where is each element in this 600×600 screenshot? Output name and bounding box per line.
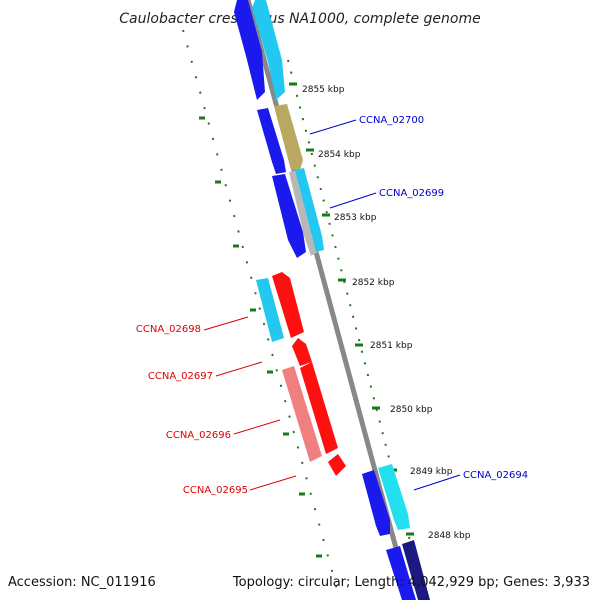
- cds-arrow-forward[interactable]: [386, 546, 416, 600]
- leader-CCNA_02695: [249, 475, 297, 491]
- tick-marks: [199, 82, 414, 558]
- gene-block-pink[interactable]: [282, 366, 322, 462]
- gene-label-CCNA_02697[interactable]: CCNA_02697: [148, 371, 213, 382]
- cds-arrow-reverse[interactable]: [292, 338, 312, 366]
- gene-block-light-blue[interactable]: [256, 278, 284, 342]
- cds-arrow-reverse[interactable]: [272, 272, 304, 338]
- gene-arrow-light-blue[interactable]: [252, 0, 285, 100]
- gene-block-gray[interactable]: [289, 170, 318, 256]
- leader-CCNA_02697: [215, 361, 263, 377]
- leader-CCNA_02699: [329, 192, 377, 209]
- gene-label-CCNA_02694[interactable]: CCNA_02694: [463, 470, 528, 481]
- cds-arrow-forward[interactable]: [257, 108, 286, 174]
- cds-arrow-forward[interactable]: [362, 470, 390, 536]
- leader-CCNA_02694: [413, 474, 461, 491]
- tick-label: 2849 kbp: [410, 467, 453, 477]
- cds-arrow-forward[interactable]: [234, 0, 265, 100]
- accession-text: Accession: NC_011916: [8, 575, 156, 590]
- gene-label-CCNA_02700[interactable]: CCNA_02700: [359, 115, 424, 126]
- tick-label: 2851 kbp: [370, 341, 413, 351]
- gene-leader-lines: [203, 119, 461, 491]
- map-title: Caulobacter crescentus NA1000, complete …: [119, 11, 480, 27]
- tick-label: 2855 kbp: [302, 85, 345, 95]
- cds-arrow-reverse[interactable]: [300, 362, 338, 454]
- forward-features: [234, 0, 430, 600]
- gene-arrow-light-blue[interactable]: [295, 168, 324, 252]
- leader-CCNA_02698: [203, 316, 249, 331]
- cds-arrow-reverse[interactable]: [328, 454, 346, 476]
- topology-text: Topology: circular; Length: 4,042,929 bp…: [232, 575, 590, 590]
- tick-label: 2848 kbp: [428, 531, 471, 541]
- tick-label: 2850 kbp: [390, 405, 433, 415]
- gene-arrow-cyan[interactable]: [378, 464, 410, 530]
- gene-block-olive[interactable]: [274, 104, 303, 170]
- cds-arrow-forward[interactable]: [272, 174, 306, 258]
- gene-label-CCNA_02696[interactable]: CCNA_02696: [166, 430, 231, 441]
- gene-label-CCNA_02695[interactable]: CCNA_02695: [183, 485, 248, 496]
- leader-CCNA_02696: [233, 419, 281, 435]
- gene-arrow-navy[interactable]: [402, 540, 430, 600]
- leader-CCNA_02700: [309, 119, 357, 135]
- gene-label-CCNA_02698[interactable]: CCNA_02698: [136, 324, 201, 335]
- reverse-features: [256, 272, 346, 476]
- gene-label-CCNA_02699[interactable]: CCNA_02699: [379, 188, 444, 199]
- tick-label: 2854 kbp: [318, 150, 361, 160]
- tick-label: 2853 kbp: [334, 213, 377, 223]
- tick-label: 2852 kbp: [352, 278, 395, 288]
